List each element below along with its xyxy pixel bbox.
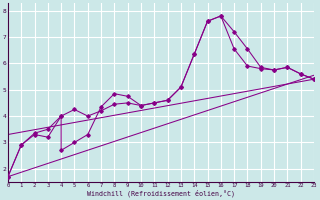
- X-axis label: Windchill (Refroidissement éolien,°C): Windchill (Refroidissement éolien,°C): [87, 190, 235, 197]
